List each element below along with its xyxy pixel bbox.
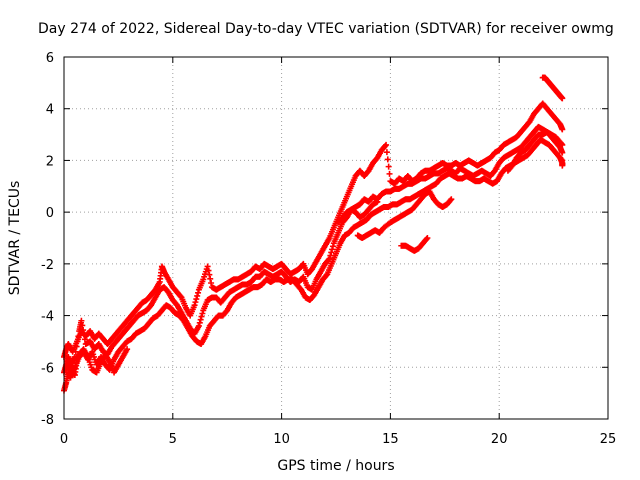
data-point-track-b	[196, 319, 203, 326]
y-tick-label: 4	[46, 103, 54, 118]
data-point-track-a	[323, 272, 330, 279]
data-point-track-j	[559, 162, 566, 169]
data-point-track-b	[325, 256, 332, 263]
data-point-track-c	[194, 292, 201, 299]
data-point-track-b	[328, 249, 335, 256]
data-point-track-f	[423, 236, 430, 243]
data-point-track-b	[329, 246, 336, 253]
data-point-track-c	[195, 289, 202, 296]
data-point-track-f	[424, 235, 431, 241]
data-point-track-c	[208, 279, 215, 286]
y-tick-label: 2	[46, 154, 54, 169]
data-point-track-c	[385, 163, 392, 170]
x-tick-label: 10	[273, 432, 290, 447]
data-point-track-c	[383, 149, 390, 156]
data-point-track-c	[205, 267, 212, 274]
data-point-track-b	[199, 310, 206, 317]
data-point-track-b	[78, 317, 85, 324]
axis-ticks: 0 5 10 15 20 25 -8 -6 -4 -2 0 2 4 6	[41, 51, 616, 447]
data-point-track-b	[326, 255, 333, 262]
data-point-track-c	[192, 299, 199, 306]
x-tick-label: 20	[491, 432, 508, 447]
y-tick-label: -6	[41, 361, 54, 376]
data-point-track-h	[559, 141, 566, 148]
data-point-track-g	[374, 198, 381, 205]
x-axis-label: GPS time / hours	[277, 458, 394, 474]
data-point-track-c	[191, 302, 198, 309]
x-tick-label: 15	[382, 432, 399, 447]
data-point-track-b	[197, 316, 204, 323]
y-tick-label: 0	[46, 206, 54, 221]
data-point-track-b	[327, 252, 334, 259]
y-axis-label: SDTVAR / TECUs	[7, 181, 23, 296]
y-tick-label: -8	[41, 413, 54, 428]
x-tick-label: 5	[169, 432, 177, 447]
data-point-track-c	[193, 296, 200, 303]
y-tick-label: -4	[41, 310, 54, 325]
data-point-track-c	[384, 156, 391, 163]
data-marks	[61, 74, 566, 394]
y-tick-label: -2	[41, 258, 54, 273]
data-point-track-b	[198, 313, 205, 320]
data-point-track-b	[329, 243, 336, 250]
data-point-track-c	[207, 275, 214, 282]
plot-frame	[63, 56, 609, 420]
data-point-track-e	[448, 196, 455, 203]
x-tick-label: 25	[600, 432, 617, 447]
x-tick-label: 0	[60, 432, 68, 447]
data-point-track-c	[386, 170, 393, 177]
y-tick-label: 6	[46, 51, 54, 66]
data-point-track-c	[382, 142, 389, 149]
data-point-track-b	[79, 322, 86, 329]
data-point-track-b	[559, 149, 566, 156]
data-point-track-c	[206, 271, 213, 278]
data-point-track-e	[447, 197, 454, 204]
grid-lines	[64, 57, 608, 419]
data-point-track-c	[177, 293, 184, 300]
data-point-track-c	[383, 141, 390, 148]
data-point-track-b	[195, 322, 202, 329]
chart-title: Day 274 of 2022, Sidereal Day-to-day VTE…	[38, 21, 614, 37]
data-point-track-c	[204, 263, 211, 270]
data-point-track-i	[559, 95, 566, 102]
data-point-track-c	[559, 126, 566, 133]
data-point-track-d	[124, 346, 131, 353]
